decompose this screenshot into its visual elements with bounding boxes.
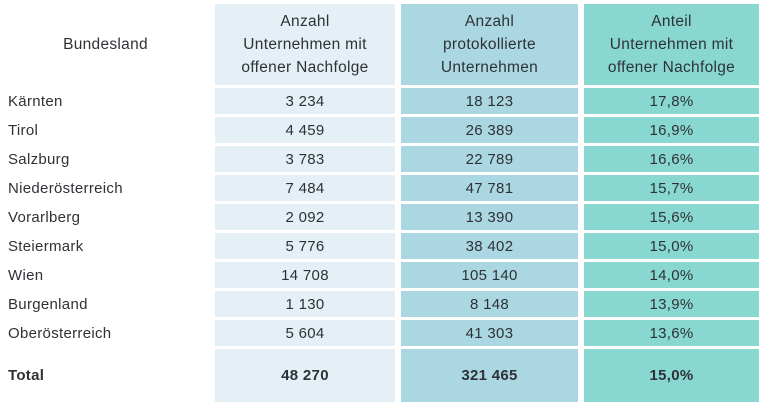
row-label-burgenland: Burgenland: [8, 295, 88, 313]
cell-anteil: 13,6%: [584, 320, 759, 346]
header-line: Unternehmen mit: [243, 35, 367, 53]
total-protokollierte: 321 465: [401, 349, 578, 402]
cell-protokollierte: 26 389: [401, 117, 578, 143]
header-anteil: Anteil Unternehmen mit offener Nachfolge: [584, 4, 759, 85]
header-line: Anzahl: [464, 12, 515, 30]
cell-offene-nachfolge: 5 604: [215, 320, 395, 346]
total-anteil: 15,0%: [584, 349, 759, 402]
row-label-niederoesterreich: Niederösterreich: [8, 179, 123, 197]
cell-offene-nachfolge: 4 459: [215, 117, 395, 143]
cell-anteil: 17,8%: [584, 88, 759, 114]
cell-offene-nachfolge: 7 484: [215, 175, 395, 201]
cell-protokollierte: 47 781: [401, 175, 578, 201]
header-line: offener Nachfolge: [241, 59, 369, 77]
cell-protokollierte: 22 789: [401, 146, 578, 172]
header-line: Anteil: [651, 12, 692, 30]
total-label: Total: [8, 367, 45, 384]
header-protokollierte: Anzahl protokollierte Unternehmen: [401, 4, 578, 85]
cell-anteil: 13,9%: [584, 291, 759, 317]
row-label-salzburg: Salzburg: [8, 150, 70, 168]
cell-anteil: 15,0%: [584, 233, 759, 259]
row-label-steiermark: Steiermark: [8, 237, 84, 255]
row-label-oberoesterreich: Oberösterreich: [8, 324, 112, 342]
cell-offene-nachfolge: 2 092: [215, 204, 395, 230]
cell-offene-nachfolge: 5 776: [215, 233, 395, 259]
row-label-kaernten: Kärnten: [8, 92, 63, 110]
row-label-wien: Wien: [8, 266, 44, 284]
header-line: offener Nachfolge: [607, 59, 736, 77]
cell-protokollierte: 41 303: [401, 320, 578, 346]
cell-protokollierte: 38 402: [401, 233, 578, 259]
header-bundesland-label: Bundesland: [63, 35, 148, 53]
header-bundesland: Bundesland: [2, 4, 209, 85]
header-line: Unternehmen: [440, 59, 539, 77]
cell-protokollierte: 18 123: [401, 88, 578, 114]
total-offene-nachfolge: 48 270: [215, 349, 395, 402]
cell-offene-nachfolge: 3 783: [215, 146, 395, 172]
cell-offene-nachfolge: 3 234: [215, 88, 395, 114]
cell-anteil: 16,9%: [584, 117, 759, 143]
cell-offene-nachfolge: 14 708: [215, 262, 395, 288]
cell-anteil: 15,6%: [584, 204, 759, 230]
cell-anteil: 15,7%: [584, 175, 759, 201]
row-label-vorarlberg: Vorarlberg: [8, 208, 81, 226]
header-offene-nachfolge: Anzahl Unternehmen mit offener Nachfolge: [215, 4, 395, 85]
cell-anteil: 14,0%: [584, 262, 759, 288]
cell-protokollierte: 8 148: [401, 291, 578, 317]
succession-table: Bundesland Anzahl Unternehmen mit offene…: [2, 4, 759, 402]
cell-anteil: 16,6%: [584, 146, 759, 172]
cell-offene-nachfolge: 1 130: [215, 291, 395, 317]
cell-protokollierte: 13 390: [401, 204, 578, 230]
header-line: Anzahl: [280, 12, 330, 30]
header-line: Unternehmen mit: [609, 35, 734, 53]
cell-protokollierte: 105 140: [401, 262, 578, 288]
row-label-tirol: Tirol: [8, 121, 39, 139]
header-line: protokollierte: [443, 35, 536, 53]
